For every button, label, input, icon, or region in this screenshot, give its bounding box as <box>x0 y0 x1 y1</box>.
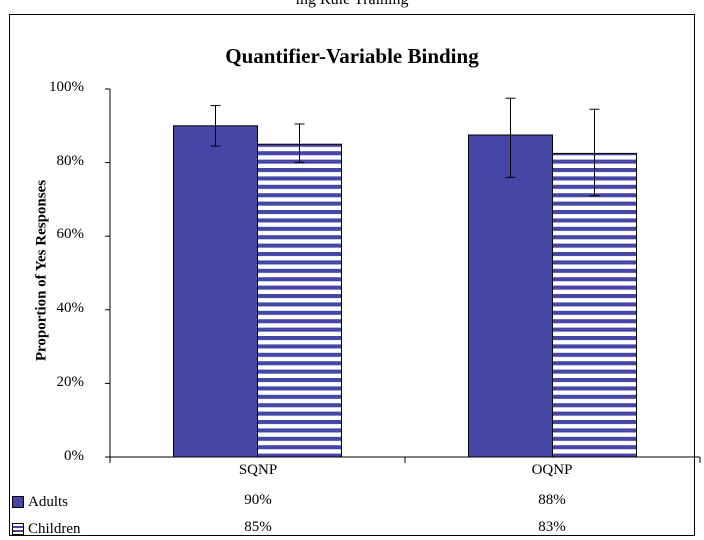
y-tick-label: 0% <box>64 448 84 464</box>
table-value-adults-sqnp: 90% <box>244 492 272 508</box>
legend-label-adults: Adults <box>28 493 69 510</box>
table-value-children-sqnp: 85% <box>244 519 272 535</box>
y-tick-label: 80% <box>56 153 85 169</box>
legend-swatch-children <box>12 523 24 535</box>
chart-frame <box>9 14 695 536</box>
y-tick-label: 100% <box>49 79 84 95</box>
y-tick-label: 20% <box>56 374 85 390</box>
chart-title: Quantifier-Variable Binding <box>225 44 479 68</box>
bar-adults-sqnp <box>173 125 258 458</box>
legend-label-children: Children <box>28 520 81 537</box>
y-tick-label: 60% <box>56 226 85 242</box>
table-value-adults-oqnp: 88% <box>538 492 566 508</box>
legend-row-children: Children <box>12 520 81 538</box>
table-value-children-oqnp: 83% <box>538 519 566 535</box>
bar-children-oqnp <box>552 152 637 458</box>
bar-adults-oqnp <box>468 134 553 458</box>
page-caption: ing Rule Training <box>0 0 704 9</box>
legend-row-adults: Adults <box>12 493 68 511</box>
y-tick-label: 40% <box>56 300 85 316</box>
legend-swatch-adults <box>12 496 24 508</box>
x-category-label: SQNP <box>238 462 278 478</box>
x-category-label: OQNP <box>531 462 573 478</box>
bar-children-sqnp <box>257 143 342 458</box>
